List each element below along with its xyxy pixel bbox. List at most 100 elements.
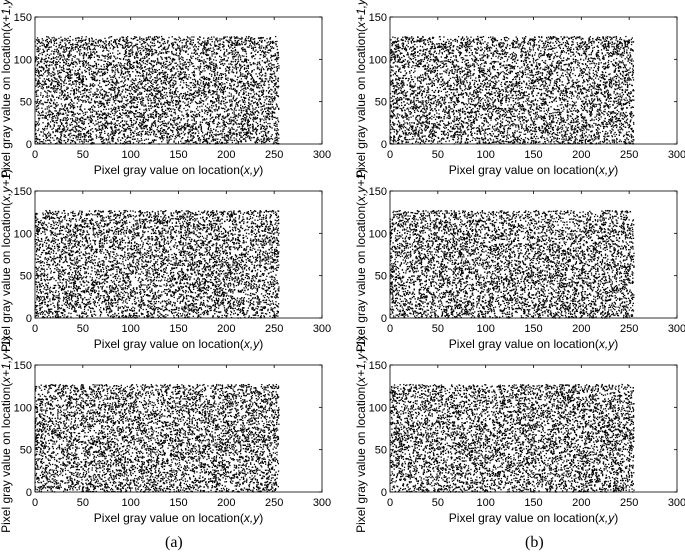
scatter-point [244,86,246,88]
scatter-point [82,62,84,65]
scatter-point [149,36,151,38]
scatter-point [240,141,242,143]
scatter-point [174,117,176,119]
scatter-point [166,141,168,143]
scatter-point [41,66,43,69]
scatter-point [157,104,159,106]
scatter-point [251,55,253,58]
scatter-point [68,55,70,57]
scatter-point [89,67,91,69]
scatter-point [70,121,73,124]
scatter-point [126,127,129,129]
scatter-point [250,81,252,84]
scatter-point [195,86,197,88]
scatter-point [242,93,245,95]
scatter-point [226,50,228,52]
scatter-point [134,37,136,40]
scatter-point [103,80,105,82]
scatter-point [130,67,132,70]
scatter-point [263,53,265,55]
scatter-point [47,42,50,45]
scatter-point [154,120,156,122]
scatter-point [80,134,82,136]
scatter-point [173,121,175,123]
scatter-point [118,43,120,45]
scatter-point [147,95,150,97]
scatter-point [262,127,265,130]
scatter-point [252,89,254,91]
scatter-point [80,109,82,111]
scatter-point [245,70,247,73]
scatter-point [172,117,175,119]
scatter-point [56,78,58,80]
scatter-point [156,36,159,38]
scatter-point [79,136,82,138]
scatter-point [260,47,263,49]
scatter-point [164,81,167,84]
scatter-point [224,73,226,75]
scatter-point [211,38,213,41]
scatter-point [163,91,166,94]
scatter-point [238,94,240,96]
scatter-point [66,86,68,88]
scatter-point [165,78,167,81]
scatter-point [67,73,70,76]
scatter-point [265,138,268,140]
scatter-point [83,133,86,135]
scatter-point [78,138,80,141]
scatter-point [162,62,165,65]
scatter-point [235,142,237,144]
scatter-point [116,64,118,66]
scatter-point [205,65,207,67]
scatter-point [140,102,142,105]
scatter-point [124,79,127,81]
scatter-point [76,90,78,92]
scatter-point [126,59,129,61]
scatter-point [197,81,199,83]
scatter-point [174,54,177,56]
scatter-point [202,82,204,84]
scatter-point [143,75,145,77]
scatter-point [100,132,102,134]
scatter-point [271,46,273,48]
scatter-point [203,136,205,138]
scatter-point [243,90,245,92]
scatter-point [209,47,212,49]
scatter-point [243,131,245,134]
scatter-point [47,98,49,101]
scatter-point [93,44,95,47]
scatter-point [217,121,220,123]
scatter-point [87,129,90,132]
scatter-point [171,61,174,63]
scatter-point [100,59,102,61]
scatter-point [60,122,63,124]
scatter-point [36,108,38,110]
scatter-point [53,53,55,55]
scatter-point [273,108,275,110]
scatter-point [262,68,264,70]
scatter-point [204,119,206,121]
scatter-point [185,50,188,52]
scatter-point [154,49,156,51]
scatter-point [218,133,221,136]
scatter-point [270,54,272,56]
scatter-point [74,121,76,123]
scatter-point [57,131,59,133]
scatter-point [59,140,61,142]
scatter-point [144,133,146,135]
scatter-point [94,110,96,112]
scatter-point [54,91,56,94]
scatter-point [113,118,116,120]
scatter-point [117,89,120,91]
scatter-point [216,48,218,50]
scatter-point [161,65,164,67]
scatter-point [159,86,161,88]
scatter-point [185,123,187,125]
scatter-point [85,139,87,141]
scatter-point [162,139,164,141]
scatter-point [139,125,141,128]
scatter-point [111,71,114,73]
scatter-point [257,61,259,64]
scatter-point [134,57,136,59]
scatter-point [208,125,211,127]
